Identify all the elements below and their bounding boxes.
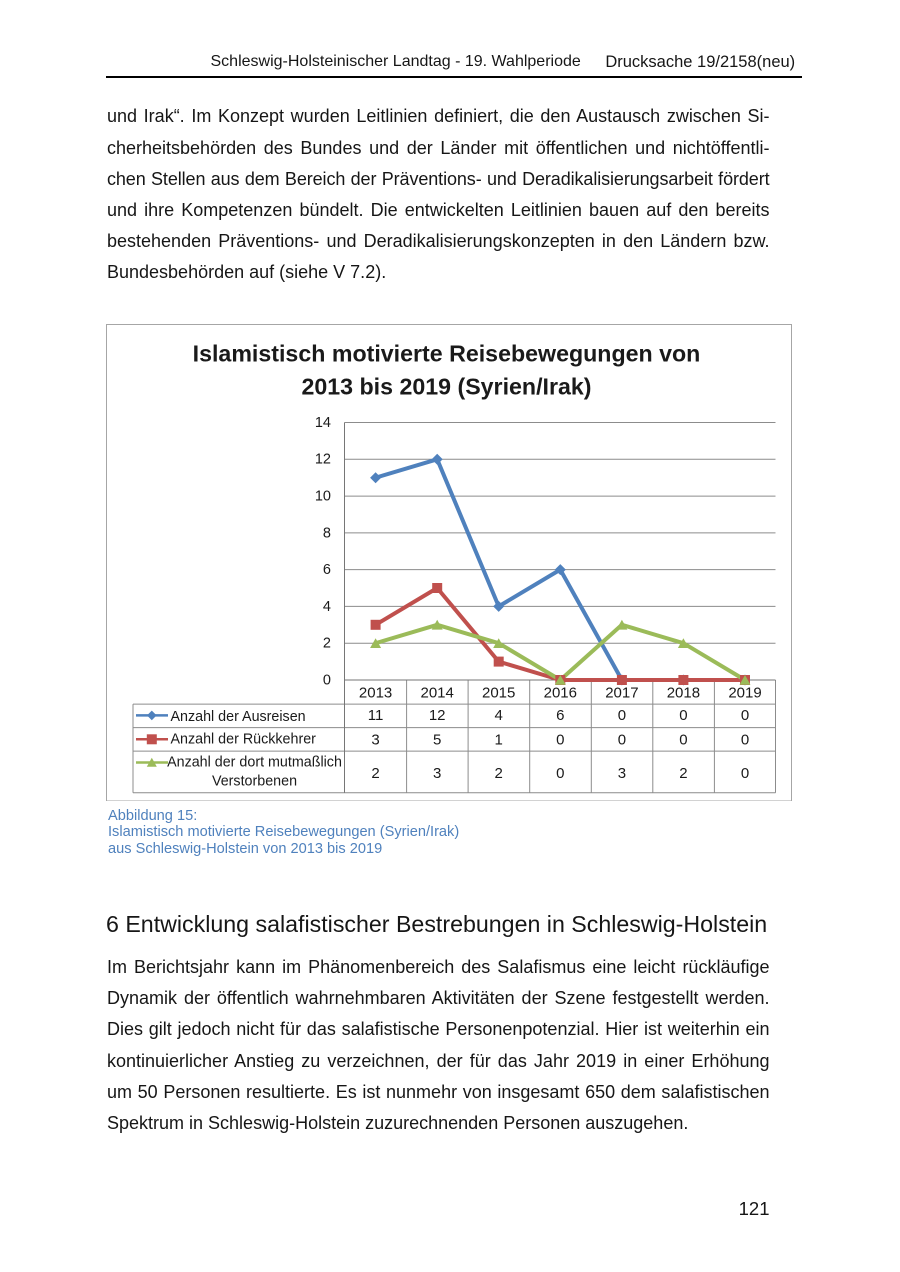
svg-text:2018: 2018 <box>667 685 700 702</box>
svg-text:1: 1 <box>495 732 503 749</box>
svg-text:3: 3 <box>433 765 441 782</box>
svg-text:2: 2 <box>679 765 687 782</box>
svg-text:0: 0 <box>679 732 687 749</box>
svg-text:4: 4 <box>495 707 503 724</box>
svg-text:0: 0 <box>556 732 564 749</box>
svg-text:12: 12 <box>315 452 331 468</box>
svg-text:2017: 2017 <box>605 685 638 702</box>
svg-text:2: 2 <box>371 765 379 782</box>
svg-text:3: 3 <box>618 765 626 782</box>
svg-text:0: 0 <box>741 732 749 749</box>
svg-text:0: 0 <box>741 765 749 782</box>
svg-text:0: 0 <box>679 707 687 724</box>
svg-text:Islamistisch motivierte Reiseb: Islamistisch motivierte Reisebewegungen … <box>193 341 701 367</box>
svg-text:6: 6 <box>323 562 331 578</box>
svg-text:2013 bis 2019 (Syrien/Irak): 2013 bis 2019 (Syrien/Irak) <box>301 374 591 400</box>
svg-text:0: 0 <box>741 707 749 724</box>
svg-text:2016: 2016 <box>544 685 577 702</box>
svg-text:14: 14 <box>315 415 331 431</box>
svg-text:Anzahl der Rückkehrer: Anzahl der Rückkehrer <box>171 732 317 748</box>
svg-text:2015: 2015 <box>482 685 515 702</box>
svg-text:2: 2 <box>323 636 331 652</box>
svg-text:2019: 2019 <box>728 685 761 702</box>
svg-text:2013: 2013 <box>359 685 392 702</box>
svg-text:Anzahl der Ausreisen: Anzahl der Ausreisen <box>171 709 306 725</box>
svg-text:12: 12 <box>429 707 446 724</box>
svg-text:Anzahl der dort mutmaßlich: Anzahl der dort mutmaßlich <box>167 755 342 771</box>
svg-text:2: 2 <box>495 765 503 782</box>
svg-text:11: 11 <box>368 707 384 724</box>
svg-text:10: 10 <box>315 489 331 505</box>
svg-text:0: 0 <box>618 732 626 749</box>
svg-text:2014: 2014 <box>421 685 454 702</box>
svg-text:0: 0 <box>556 765 564 782</box>
svg-text:0: 0 <box>323 672 331 688</box>
svg-text:6: 6 <box>556 707 564 724</box>
svg-text:5: 5 <box>433 732 441 749</box>
svg-text:3: 3 <box>371 732 379 749</box>
svg-text:Verstorbenen: Verstorbenen <box>212 773 297 789</box>
svg-text:0: 0 <box>618 707 626 724</box>
svg-text:8: 8 <box>323 525 331 541</box>
svg-text:4: 4 <box>323 599 331 615</box>
